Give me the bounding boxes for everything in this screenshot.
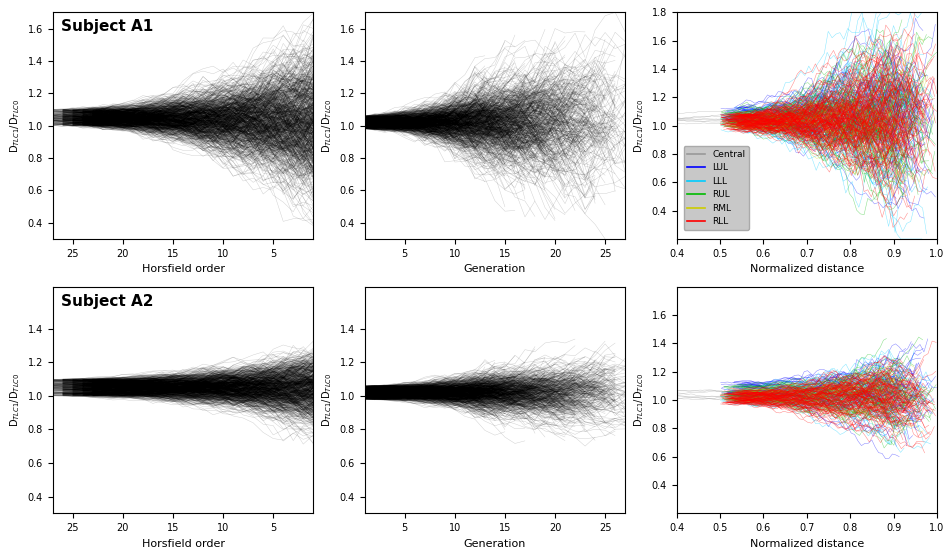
Y-axis label: D$_{TLC1}$/D$_{TLC0}$: D$_{TLC1}$/D$_{TLC0}$ [9,373,22,427]
X-axis label: Normalized distance: Normalized distance [749,264,863,274]
Y-axis label: D$_{TLC1}$/D$_{TLC0}$: D$_{TLC1}$/D$_{TLC0}$ [631,99,645,153]
X-axis label: Generation: Generation [464,539,526,549]
Y-axis label: D$_{TLC1}$/D$_{TLC0}$: D$_{TLC1}$/D$_{TLC0}$ [320,373,333,427]
Y-axis label: D$_{TLC1}$/D$_{TLC0}$: D$_{TLC1}$/D$_{TLC0}$ [631,373,645,427]
X-axis label: Horsfield order: Horsfield order [142,539,225,549]
Y-axis label: D$_{TLC1}$/D$_{TLC0}$: D$_{TLC1}$/D$_{TLC0}$ [320,99,333,153]
Text: Subject A2: Subject A2 [61,294,153,309]
X-axis label: Normalized distance: Normalized distance [749,539,863,549]
X-axis label: Generation: Generation [464,264,526,274]
Y-axis label: D$_{TLC1}$/D$_{TLC0}$: D$_{TLC1}$/D$_{TLC0}$ [9,99,22,153]
Legend: Central, LUL, LLL, RUL, RML, RLL: Central, LUL, LLL, RUL, RML, RLL [683,146,748,230]
Text: Subject A1: Subject A1 [61,19,152,34]
X-axis label: Horsfield order: Horsfield order [142,264,225,274]
